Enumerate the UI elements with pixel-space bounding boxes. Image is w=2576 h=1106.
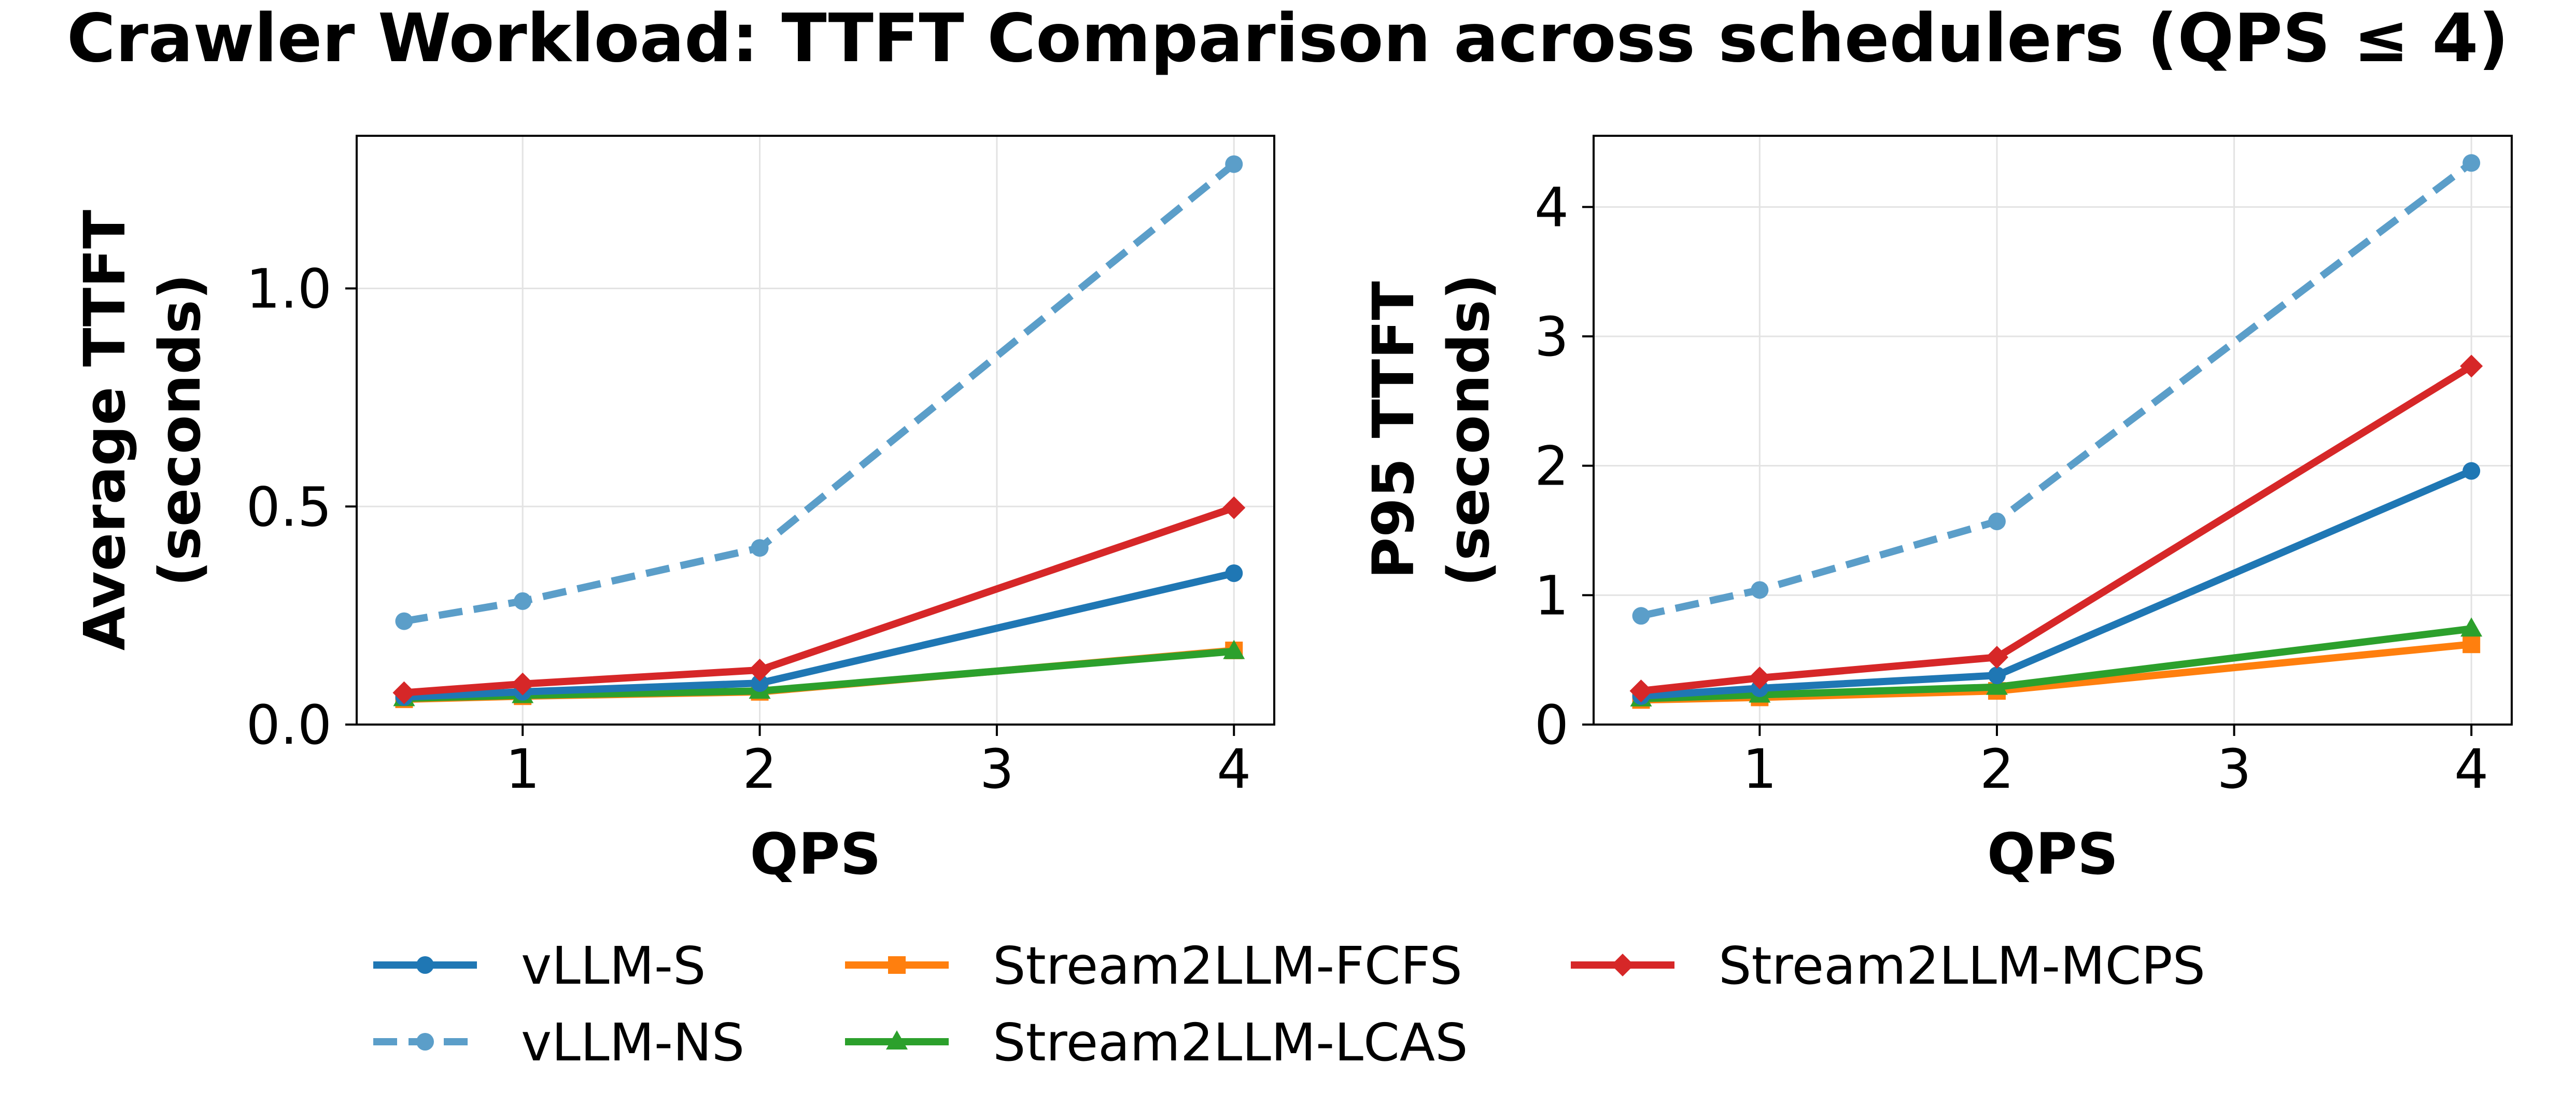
series-line-stream2llm-lcas <box>1637 625 2475 703</box>
x-tick-label: 2 <box>742 738 777 801</box>
legend: vLLM-S vLLM-NS Stream2LLM-FCFS Stream2LLM-L… <box>373 935 2205 1073</box>
legend-label: vLLM-S <box>521 935 706 996</box>
data-point-vllm-ns <box>1751 581 1769 599</box>
data-point-vllm-s <box>1225 564 1243 583</box>
legend-entry-stream2llm-mcps: Stream2LLM-MCPS <box>1571 935 2205 996</box>
data-point-stream2llm-mcps <box>1629 679 1653 703</box>
legend-entry-stream2llm-fcfs: Stream2LLM-FCFS <box>845 935 1462 996</box>
series-line-vllm-ns <box>1640 160 2474 620</box>
legend-label: Stream2LLM-FCFS <box>993 935 1462 996</box>
axes-frame <box>356 135 1275 726</box>
y-axis-label-line: (seconds) <box>147 274 213 587</box>
legend-label: vLLM-NS <box>521 1012 744 1073</box>
y-axis-label-line: (seconds) <box>1435 274 1502 587</box>
data-point-vllm-ns <box>1632 607 1650 625</box>
x-tick-label: 3 <box>2217 738 2251 801</box>
data-point-stream2llm-lcas <box>1223 640 1245 659</box>
y-axis-label-line: Average TTFT <box>72 210 138 650</box>
x-tick-label: 2 <box>1980 738 2014 801</box>
data-point-vllm-s <box>1988 667 2006 685</box>
legend-marker <box>886 1030 908 1050</box>
legend-marker <box>416 1033 434 1051</box>
y-axis-label-line: P95 TTFT <box>1360 281 1427 579</box>
data-point-vllm-ns <box>1225 155 1243 173</box>
data-point-stream2llm-mcps <box>748 658 771 682</box>
data-point-vllm-s <box>2462 462 2481 480</box>
x-tick-label: 1 <box>505 738 540 801</box>
y-tick-label: 1 <box>1535 564 1569 627</box>
series-stream2llm-mcps <box>1629 355 2483 703</box>
data-point-vllm-ns <box>751 539 769 557</box>
series-line-vllm-s <box>1637 467 2475 700</box>
series-vllm-ns <box>395 155 1243 630</box>
y-tick-label: 4 <box>1535 176 1569 239</box>
legend-marker <box>1611 954 1634 976</box>
panel-p95-ttft: 1 2 3 4 0 1 2 3 4 QPS P95 TTFT (seconds) <box>1360 135 2513 887</box>
y-axis-label: Average TTFT (seconds) <box>72 210 213 650</box>
y-tick-label: 2 <box>1535 435 1569 498</box>
y-tick-label: 0.5 <box>246 475 332 538</box>
legend-marker <box>416 956 434 974</box>
data-point-stream2llm-mcps <box>392 681 416 704</box>
y-axis-label: P95 TTFT (seconds) <box>1360 274 1502 587</box>
data-point-stream2llm-lcas <box>1986 675 2008 695</box>
data-point-stream2llm-mcps <box>1748 667 1771 690</box>
axes-frame <box>1593 135 2513 726</box>
legend-entry-stream2llm-lcas: Stream2LLM-LCAS <box>845 1012 1468 1073</box>
legend-entry-vllm-s: vLLM-S <box>373 935 706 996</box>
y-tick-label: 1.0 <box>246 258 332 321</box>
y-tick-label: 0 <box>1535 693 1569 757</box>
series-stream2llm-mcps <box>392 496 1246 704</box>
y-tick-label: 3 <box>1535 305 1569 368</box>
legend-label: Stream2LLM-LCAS <box>993 1012 1468 1073</box>
x-tick-label: 1 <box>1742 738 1777 801</box>
data-point-vllm-ns <box>1988 513 2006 531</box>
data-point-stream2llm-mcps <box>1985 646 2008 669</box>
series-vllm-s <box>395 564 1243 706</box>
panel-average-ttft: 1 2 3 4 0.0 0.5 1.0 QPS Average TTFT (seconds) <box>72 135 1275 887</box>
data-point-vllm-ns <box>2462 154 2481 172</box>
figure-title: Crawler Workload: TTFT Comparison across… <box>67 0 2509 77</box>
series-line-stream2llm-mcps <box>400 504 1238 697</box>
legend-entry-vllm-ns: vLLM-NS <box>373 1012 744 1073</box>
series-vllm-ns <box>1632 154 2481 625</box>
data-point-stream2llm-mcps <box>511 672 534 696</box>
data-point-vllm-s <box>751 674 769 692</box>
y-tick-label: 0.0 <box>246 693 332 757</box>
series-line-vllm-s <box>400 570 1238 701</box>
x-tick-label: 3 <box>980 738 1014 801</box>
x-tick-label: 4 <box>2454 738 2488 801</box>
data-point-stream2llm-lcas <box>2460 617 2483 637</box>
data-point-vllm-ns <box>514 592 532 610</box>
data-point-stream2llm-fcfs <box>2462 635 2481 654</box>
data-point-vllm-ns <box>395 612 413 630</box>
x-axis-label: QPS <box>1987 821 2118 887</box>
data-point-stream2llm-mcps <box>1222 496 1246 519</box>
x-axis-label: QPS <box>750 821 881 887</box>
legend-marker <box>888 956 906 974</box>
series-line-stream2llm-mcps <box>1637 362 2475 695</box>
data-point-stream2llm-mcps <box>2460 355 2483 378</box>
legend-label: Stream2LLM-MCPS <box>1719 935 2205 996</box>
gridlines <box>357 136 1274 726</box>
gridlines <box>1594 136 2512 726</box>
x-tick-label: 4 <box>1217 738 1251 801</box>
